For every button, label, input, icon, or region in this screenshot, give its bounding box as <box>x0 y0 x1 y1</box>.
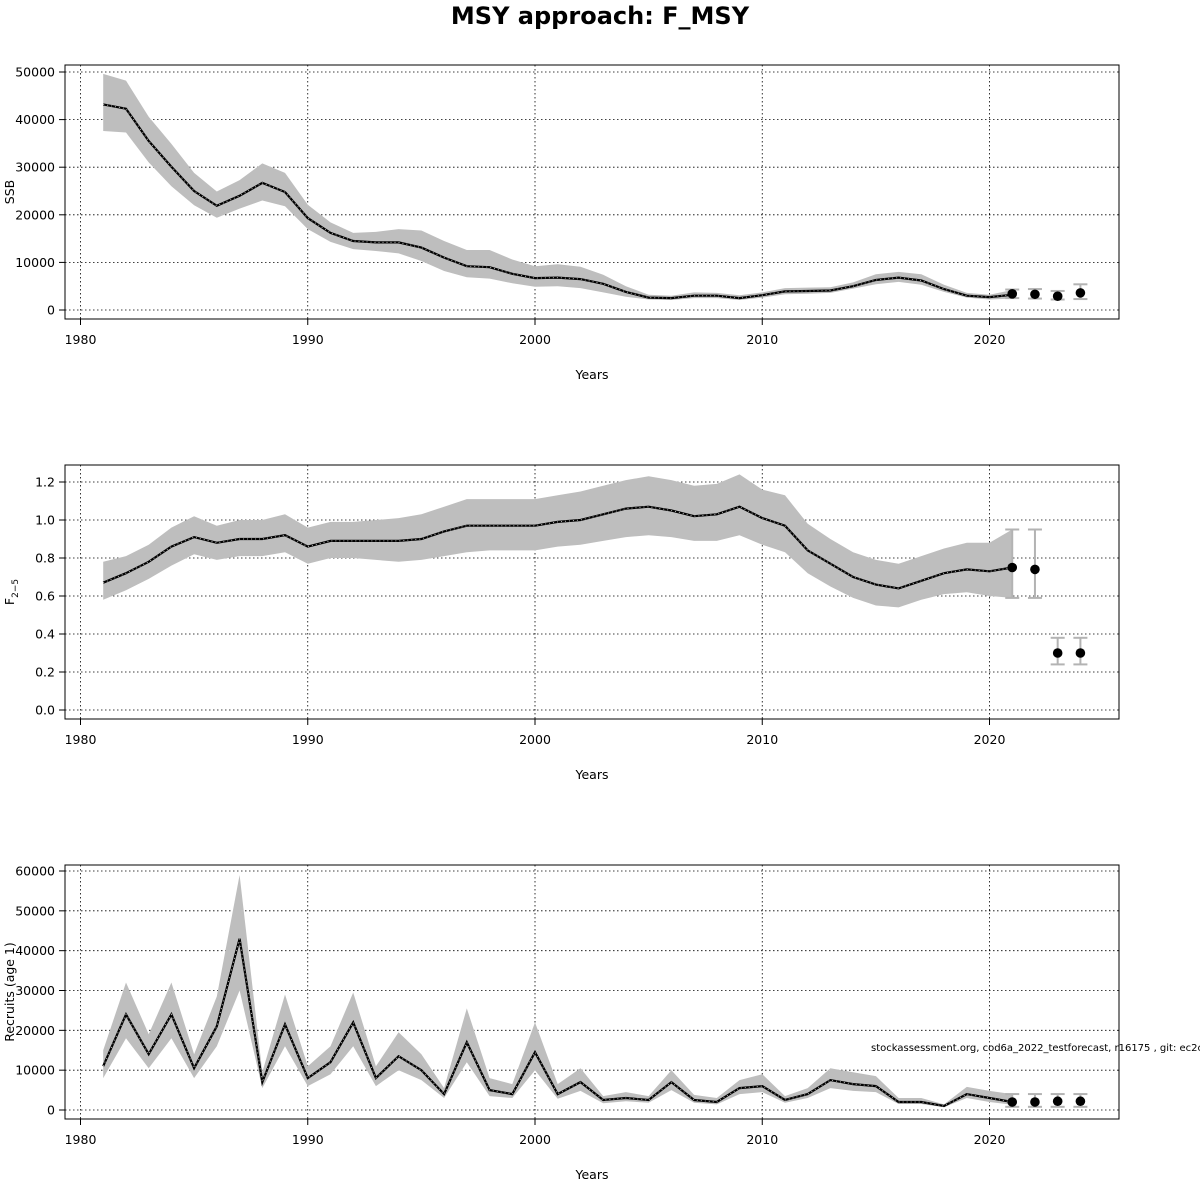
x-tick-label: 2020 <box>974 732 1006 747</box>
x-tick-label: 1990 <box>292 1132 324 1147</box>
x-axis-label: Years <box>575 1167 609 1182</box>
estimate-line-dots <box>103 506 1013 589</box>
y-tick-label: 0 <box>47 1103 55 1118</box>
ssb-panel: 1980 1990 2000 2010 2020 0 10000 20000 30000 4000… <box>2 64 1120 382</box>
plot-frame <box>64 864 1120 1120</box>
y-tick-label: 50000 <box>15 65 55 80</box>
confidence-band <box>103 875 1013 1108</box>
y-tick-label: 40000 <box>15 943 55 958</box>
y-tick-label: 0 <box>47 303 55 318</box>
x-tick-label: 2000 <box>519 732 551 747</box>
y-tick-label: 0.2 <box>35 665 55 680</box>
y-tick-label: 30000 <box>15 983 55 998</box>
forecast-point <box>1007 1097 1018 1107</box>
x-tick-label: 2000 <box>519 332 551 347</box>
plot-frame <box>64 464 1120 720</box>
y-tick-label: 0.8 <box>35 551 55 566</box>
forecast-point <box>1007 289 1018 299</box>
forecast-point <box>1075 648 1086 658</box>
y-tick-label: 30000 <box>15 160 55 175</box>
y-axis-label: F2−5 <box>2 579 21 605</box>
y-tick-label: 10000 <box>15 255 55 270</box>
forecast-point <box>1030 564 1040 575</box>
forecast-point <box>1075 288 1086 298</box>
forecast-point <box>1052 291 1063 301</box>
forecast-point <box>1075 1096 1086 1107</box>
y-tick-label: 20000 <box>15 207 55 222</box>
y-tick-label: 10000 <box>15 1063 55 1078</box>
x-tick-label: 1980 <box>65 332 97 347</box>
estimate-line-dots <box>102 938 1013 1107</box>
x-tick-label: 1980 <box>65 732 97 747</box>
x-tick-label: 2010 <box>746 332 778 347</box>
y-tick-label: 20000 <box>15 1023 55 1038</box>
y-tick-label: 40000 <box>15 112 55 127</box>
confidence-band <box>103 474 1013 608</box>
x-tick-label: 1990 <box>292 732 324 747</box>
estimate-line-dots <box>103 103 1013 299</box>
forecast-point <box>1007 562 1018 573</box>
x-tick-label: 2020 <box>974 1132 1006 1147</box>
recruitment-panel: 1980 1990 2000 2010 2020 0 10000 20000 30000 4000… <box>2 864 1120 1182</box>
y-tick-label: 0.6 <box>35 589 55 604</box>
y-tick-label: 50000 <box>15 903 55 918</box>
y-tick-label: 1.2 <box>35 475 55 490</box>
forecast-point <box>1052 648 1063 658</box>
x-tick-label: 2010 <box>746 1132 778 1147</box>
confidence-band <box>103 73 1013 301</box>
fishing-mortality-panel: 1980 1990 2000 2010 2020 0.0 0.2 0.4 0.6 0.8 1.0 1.… <box>2 464 1120 782</box>
y-axis-label-subscript: 2−5 <box>11 579 21 598</box>
x-tick-label: 1980 <box>65 1132 97 1147</box>
y-axis-label: SSB <box>2 180 17 204</box>
x-tick-label: 2010 <box>746 732 778 747</box>
x-tick-label: 2000 <box>519 1132 551 1147</box>
y-tick-label: 60000 <box>15 864 55 879</box>
y-tick-label: 1.0 <box>35 513 55 528</box>
footnote-watermark: stockassessment.org, cod6a_2022_testfore… <box>871 1043 1200 1054</box>
forecast-point <box>1030 1097 1040 1107</box>
x-tick-label: 2020 <box>974 332 1006 347</box>
y-axis-label: Recruits (age 1) <box>2 942 17 1042</box>
forecast-point <box>1052 1096 1063 1107</box>
y-tick-label: 0.0 <box>35 703 55 718</box>
plot-frame <box>64 64 1120 320</box>
x-axis-label: Years <box>575 367 609 382</box>
y-tick-label: 0.4 <box>35 627 55 642</box>
x-tick-label: 1990 <box>292 332 324 347</box>
x-axis-label: Years <box>575 767 609 782</box>
forecast-point <box>1030 289 1040 300</box>
page-title: MSY approach: F_MSY <box>450 2 750 30</box>
